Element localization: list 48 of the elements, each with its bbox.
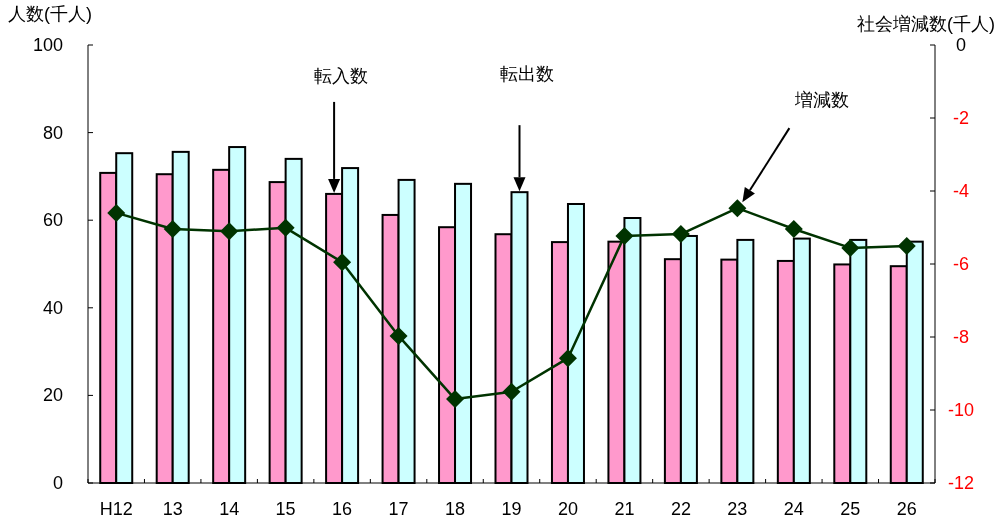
x-tick-label: 22 (670, 499, 691, 519)
y-tick-label: 60 (42, 210, 63, 231)
x-tick-label: H12 (99, 499, 133, 519)
point (897, 237, 916, 256)
y-tick-label: 20 (42, 385, 63, 406)
point (558, 349, 577, 368)
y2-tick-label: -4 (952, 181, 970, 201)
point (107, 203, 126, 222)
point (784, 219, 803, 238)
point (841, 238, 860, 257)
y2-tick-label: -2 (952, 108, 970, 128)
y2-tick-label: 0 (955, 35, 967, 55)
point (502, 382, 521, 401)
annotation: 転入数 (314, 65, 369, 86)
point (728, 199, 747, 218)
x-tick-label: 26 (896, 499, 917, 519)
x-tick-label: 25 (840, 499, 861, 519)
x-tick-label: 21 (614, 499, 635, 519)
point (389, 326, 408, 345)
y-tick-label: 80 (42, 122, 63, 143)
y-tick-label: 0 (52, 473, 63, 493)
point (333, 253, 352, 272)
x-tick-label: 23 (727, 499, 748, 519)
y2-tick-label: -10 (947, 400, 975, 420)
point (220, 222, 239, 241)
x-tick-label: 16 (332, 499, 353, 519)
x-tick-label: 15 (275, 499, 296, 519)
x-tick-label: 19 (501, 499, 522, 519)
point (446, 390, 465, 409)
x-tick-label: 17 (388, 499, 409, 519)
y2-axis-title: 社会増減数(千人) (857, 14, 995, 34)
point (671, 225, 690, 244)
y-tick-label: 40 (42, 297, 63, 318)
annotation: 転出数 (499, 64, 554, 85)
point (615, 226, 634, 245)
y-axis-title: 人数(千人) (8, 4, 92, 24)
point (276, 218, 295, 237)
x-tick-label: 14 (219, 499, 240, 519)
y-tick-label: 100 (32, 35, 63, 55)
point (163, 219, 182, 238)
x-tick-label: 13 (162, 499, 183, 519)
y2-tick-label: -8 (952, 327, 970, 347)
y2-tick-label: -6 (952, 254, 970, 274)
x-tick-label: 24 (783, 499, 804, 519)
x-tick-label: 18 (445, 499, 466, 519)
annotation: 増減数 (794, 90, 850, 111)
x-tick-label: 20 (557, 499, 578, 519)
y2-tick-label: -12 (947, 473, 975, 493)
